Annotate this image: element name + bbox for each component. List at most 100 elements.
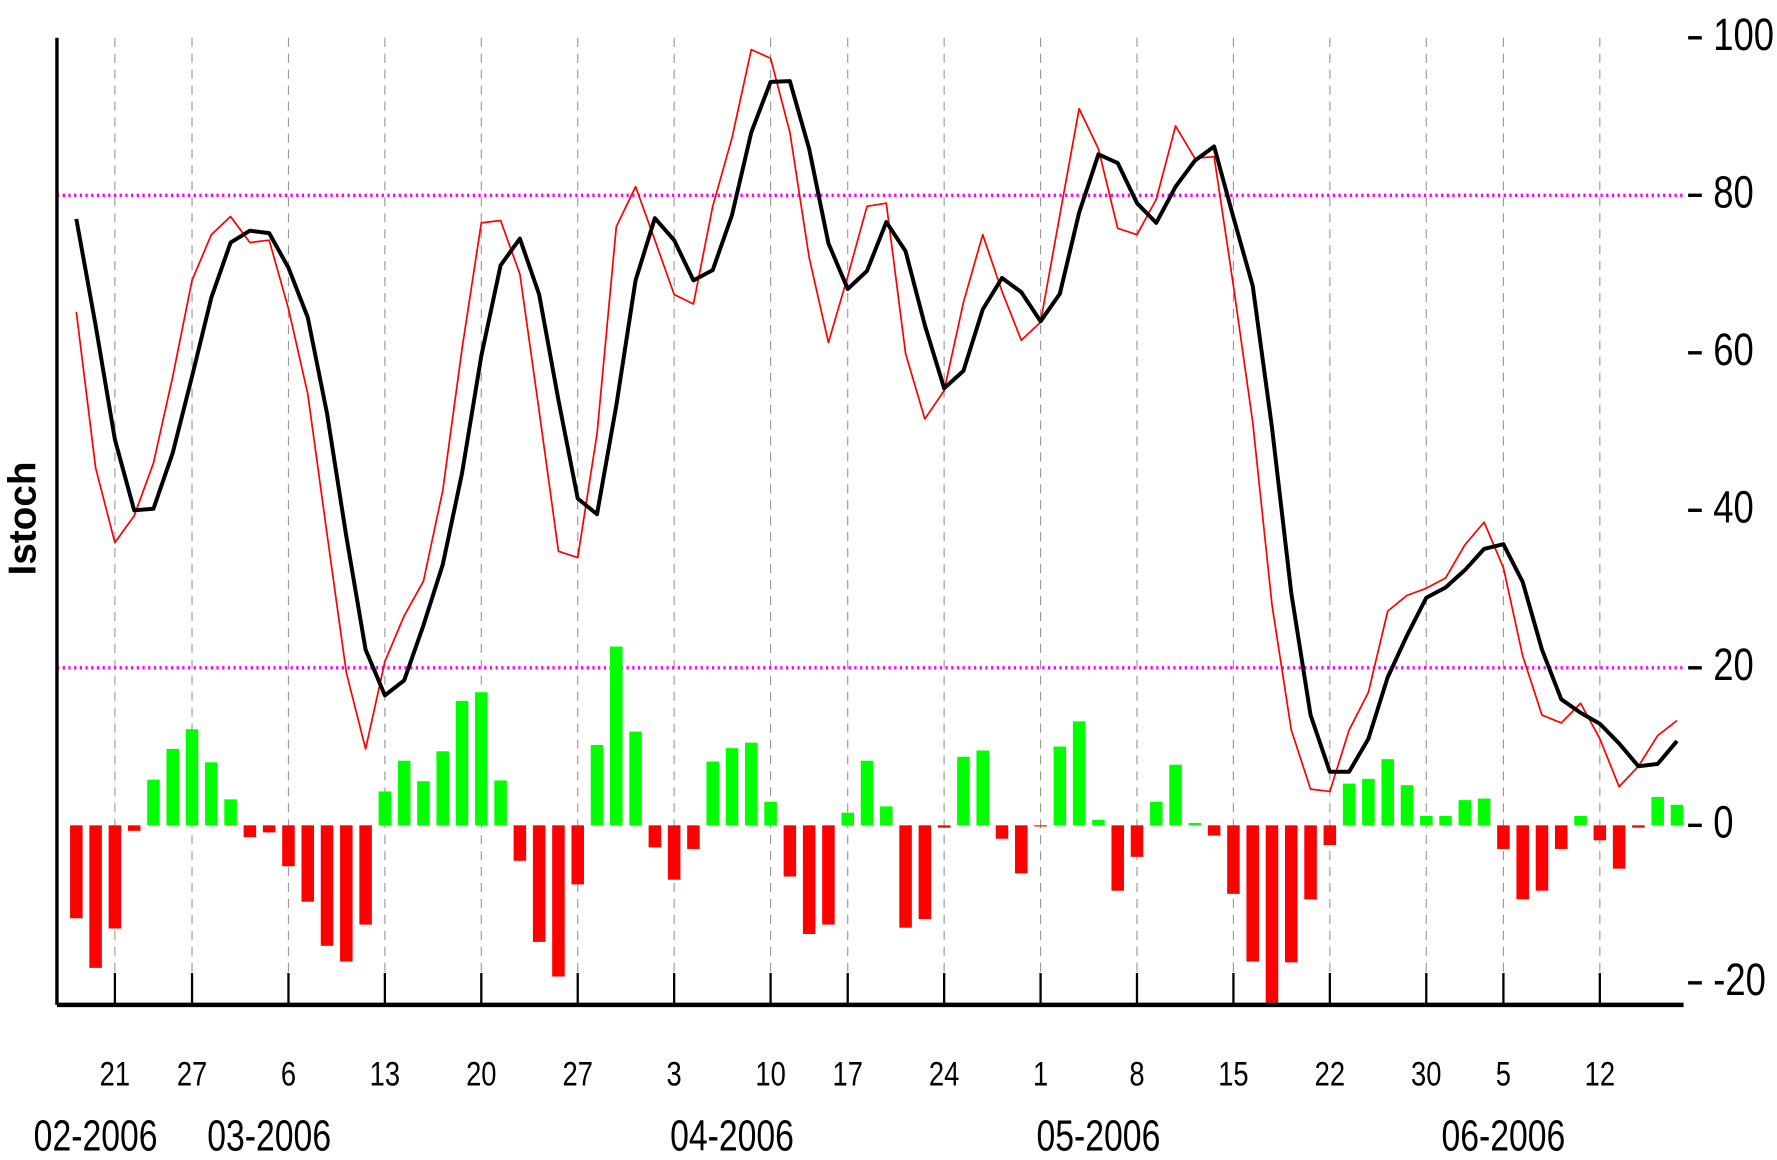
histogram-bar xyxy=(455,700,469,826)
histogram-bar xyxy=(1207,825,1221,836)
histogram-bar xyxy=(70,825,83,919)
histogram-bar xyxy=(1323,825,1337,846)
x-tick-label: 22 xyxy=(1315,1055,1345,1094)
histogram-bar xyxy=(976,750,989,826)
x-tick-label: 27 xyxy=(177,1055,207,1094)
histogram-bar xyxy=(282,825,295,867)
histogram-bar xyxy=(610,646,623,826)
histogram-bar xyxy=(532,825,546,942)
x-tick-label: 12 xyxy=(1585,1055,1615,1094)
histogram-bar xyxy=(205,762,218,826)
histogram-bar xyxy=(1285,825,1298,963)
histogram-bar xyxy=(880,806,893,826)
histogram-bar xyxy=(629,731,642,826)
histogram-bar xyxy=(1150,801,1163,826)
histogram-bar xyxy=(378,791,392,826)
histogram-bar xyxy=(436,751,450,826)
x-tick-label: 10 xyxy=(755,1055,785,1094)
histogram-bar xyxy=(1439,815,1452,826)
histogram-bar xyxy=(764,801,777,826)
histogram-bar xyxy=(1188,822,1202,826)
histogram-bar xyxy=(1458,800,1472,826)
histogram-bar xyxy=(1497,825,1510,849)
y-tick-label: 80 xyxy=(1713,166,1754,217)
histogram-bar xyxy=(1015,825,1028,874)
x-tick-label: 5 xyxy=(1496,1055,1511,1094)
x-tick-label: 24 xyxy=(929,1055,959,1094)
histogram-bar xyxy=(1516,825,1529,900)
histogram-bar xyxy=(1130,825,1144,857)
histogram-bar xyxy=(571,825,584,885)
x-tick-label: 3 xyxy=(667,1055,682,1094)
histogram-bar xyxy=(1092,819,1105,826)
histogram-bar xyxy=(475,692,488,826)
histogram-bar xyxy=(822,825,835,925)
y-tick-label: 40 xyxy=(1713,481,1754,532)
histogram-bar xyxy=(648,825,662,848)
histogram-bar xyxy=(1246,825,1259,962)
histogram-bar xyxy=(783,825,797,877)
x-tick-label: 20 xyxy=(466,1055,496,1094)
y-tick-label: 60 xyxy=(1713,324,1754,375)
histogram-bar xyxy=(1632,825,1645,828)
y-tick-label: 20 xyxy=(1713,639,1754,690)
histogram-bar xyxy=(995,825,1009,839)
month-label: 02-2006 xyxy=(34,1113,158,1160)
month-label: 05-2006 xyxy=(1037,1113,1161,1160)
histogram-bar xyxy=(1362,778,1375,826)
histogram-bar xyxy=(667,825,681,880)
histogram-bar xyxy=(1304,825,1317,900)
y-tick-label: 100 xyxy=(1713,9,1774,60)
histogram-bar xyxy=(359,825,372,925)
x-tick-label: 21 xyxy=(100,1055,130,1094)
histogram-bar xyxy=(860,760,874,826)
histogram-bar xyxy=(918,825,932,920)
month-label: 06-2006 xyxy=(1441,1113,1565,1160)
histogram-bar xyxy=(1169,764,1182,826)
x-tick-label: 17 xyxy=(833,1055,863,1094)
y-tick-label: -20 xyxy=(1713,954,1766,1005)
histogram-bar xyxy=(243,825,257,838)
histogram-bar xyxy=(1034,825,1047,827)
histogram-bar xyxy=(1612,825,1626,869)
histogram-bar xyxy=(1535,825,1549,891)
histogram-bar xyxy=(397,760,411,826)
histogram-bar xyxy=(899,825,912,928)
histogram-bar xyxy=(1593,825,1607,841)
histogram-bar xyxy=(513,825,527,861)
histogram-bar xyxy=(1381,759,1394,826)
histogram-bar xyxy=(1651,796,1664,826)
histogram-bar xyxy=(224,799,237,826)
histogram-bar xyxy=(590,744,604,826)
histogram-bar xyxy=(1227,825,1240,894)
y-tick-label: 0 xyxy=(1713,797,1733,848)
histogram-bar xyxy=(1400,785,1414,826)
histogram-bar xyxy=(1342,783,1356,826)
histogram-bar xyxy=(957,756,970,826)
histogram-bar xyxy=(552,825,565,977)
x-tick-label: 1 xyxy=(1033,1055,1048,1094)
histogram-bar xyxy=(745,742,758,826)
histogram-bar xyxy=(1420,815,1433,826)
line xyxy=(75,48,1678,793)
month-label: 03-2006 xyxy=(207,1113,331,1160)
histogram-bar xyxy=(1053,746,1067,826)
histogram-bar xyxy=(1111,825,1124,891)
histogram-bar xyxy=(1072,721,1086,826)
histogram-bar xyxy=(937,825,951,828)
histogram-bar xyxy=(166,748,180,826)
histogram-bar xyxy=(89,825,102,968)
histogram-bar xyxy=(841,812,854,826)
histogram-bar xyxy=(687,825,700,849)
histogram-bar xyxy=(725,748,739,826)
histogram-bar xyxy=(1670,804,1684,826)
histogram-bar xyxy=(706,761,719,826)
x-tick-label: 15 xyxy=(1218,1055,1248,1094)
x-tick-label: 30 xyxy=(1411,1055,1441,1094)
histogram-bar xyxy=(340,825,353,962)
x-tick-label: 8 xyxy=(1129,1055,1144,1094)
histogram-bar xyxy=(417,781,430,826)
